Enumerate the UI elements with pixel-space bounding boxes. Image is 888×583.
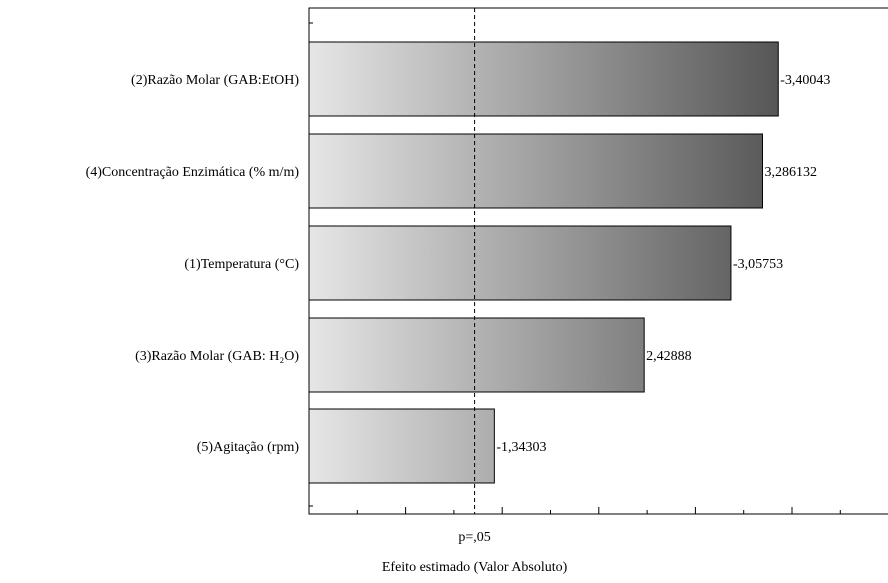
bar: [308, 317, 645, 393]
value-label: -3,40043: [780, 73, 830, 88]
bars-group: (2)Razão Molar (GAB:EtOH) -3,40043 (4)Conc…: [86, 41, 830, 484]
category-label: (1)Temperatura (°C): [184, 257, 299, 272]
value-label: 2,42888: [646, 349, 692, 364]
category-label: (4)Concentração Enzimática (% m/m): [86, 165, 300, 180]
bar: [308, 225, 732, 301]
category-label: (2)Razão Molar (GAB:EtOH): [131, 73, 299, 88]
category-label: (5)Agitação (rpm): [197, 440, 300, 455]
category-label: (3)Razão Molar (GAB: H₂O): [135, 349, 299, 364]
bar: [308, 408, 495, 484]
value-label: 3,286132: [764, 165, 817, 180]
x-axis-ticks: [356, 507, 841, 514]
bar: [308, 133, 763, 209]
value-label: -1,34303: [496, 440, 546, 455]
significance-label: p=,05: [458, 530, 490, 545]
bar: [308, 41, 779, 117]
value-label: -3,05753: [733, 257, 783, 272]
x-axis-title: Efeito estimado (Valor Absoluto): [382, 560, 568, 575]
